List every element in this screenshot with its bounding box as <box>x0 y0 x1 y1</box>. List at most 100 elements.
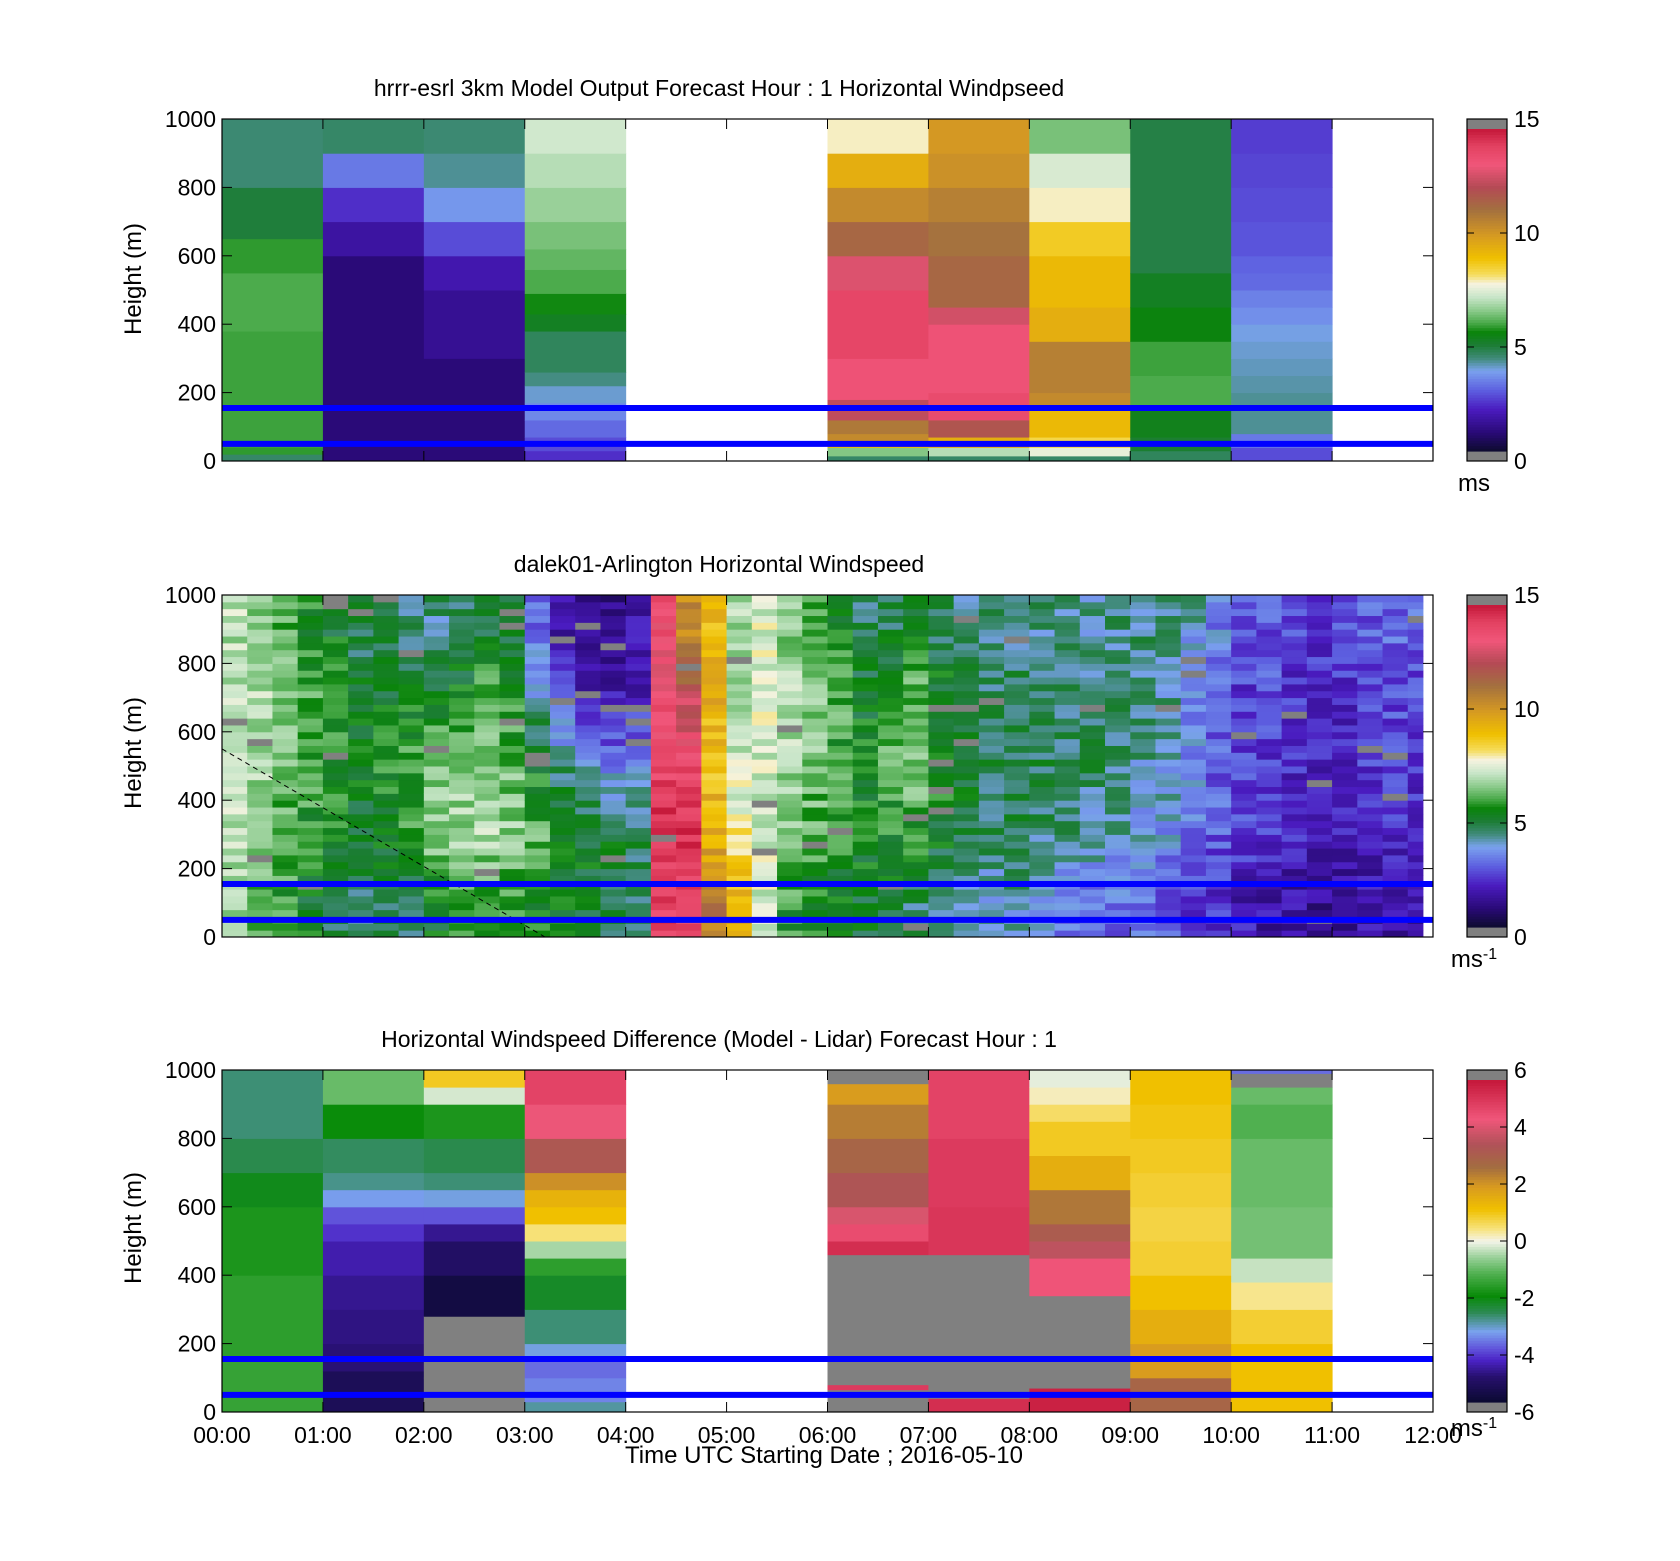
heatmap-cell <box>549 909 576 917</box>
heatmap-cell <box>1029 697 1056 705</box>
heatmap-cell <box>1004 615 1030 623</box>
heatmap-cell <box>802 697 828 705</box>
heatmap-cell <box>1281 895 1308 904</box>
heatmap-cell <box>1231 718 1257 726</box>
heatmap-cell <box>222 793 248 801</box>
heatmap-cell <box>1407 738 1424 746</box>
heatmap-cell <box>777 834 803 842</box>
heatmap-cell <box>575 779 601 788</box>
heatmap-cell <box>751 861 778 870</box>
heatmap-cell <box>474 930 501 937</box>
colorbar-swatch <box>1467 1254 1507 1258</box>
heatmap-cell <box>348 772 374 781</box>
heatmap-cell <box>1205 724 1232 733</box>
heatmap-cell <box>549 649 576 658</box>
heatmap-cell <box>600 800 627 808</box>
heatmap-cell <box>222 854 248 863</box>
heatmap-cell <box>1054 889 1081 897</box>
heatmap-cell <box>1281 889 1308 897</box>
heatmap-cell <box>877 807 904 815</box>
heatmap-cell <box>398 889 425 897</box>
heatmap-cell <box>978 718 1005 726</box>
x-tick-label: 12:00 <box>1404 1422 1462 1448</box>
heatmap-cell <box>625 731 652 740</box>
colorbar-swatch <box>1467 1318 1507 1323</box>
heatmap-cell <box>751 820 778 829</box>
heatmap-cell <box>423 1223 526 1242</box>
heatmap-cell <box>1281 930 1308 937</box>
heatmap-cell <box>650 895 677 904</box>
heatmap-cell <box>726 813 753 822</box>
heatmap-cell <box>903 724 929 733</box>
heatmap-cell <box>524 1275 627 1310</box>
colorbar-swatch <box>1467 910 1507 915</box>
heatmap-cell <box>1306 779 1333 788</box>
heatmap-cell <box>1155 800 1182 808</box>
heatmap-cell <box>423 615 450 623</box>
heatmap-cell <box>348 601 374 610</box>
heatmap-cell <box>1029 772 1056 781</box>
heatmap-cell <box>676 895 702 904</box>
heatmap-cell <box>423 595 450 603</box>
colorbar-tick-label: 0 <box>1514 448 1527 474</box>
heatmap-cell <box>751 677 778 685</box>
heatmap-cell <box>575 642 601 651</box>
colorbar-swatch <box>1467 362 1507 366</box>
heatmap-cell <box>1004 690 1030 699</box>
heatmap-cell <box>827 433 929 441</box>
heatmap-cell <box>953 622 980 630</box>
colorbar-swatch <box>1467 340 1507 345</box>
colorbar-swatch <box>1467 359 1507 364</box>
heatmap-cell <box>222 834 248 842</box>
colorbar-swatch <box>1467 408 1507 412</box>
heatmap-cell <box>701 841 728 849</box>
heatmap-cell <box>877 711 904 719</box>
heatmap-cell <box>1407 697 1424 705</box>
heatmap-cell <box>751 718 778 726</box>
colorbar-swatch <box>1467 1211 1507 1215</box>
colorbar-swatch <box>1467 1224 1507 1229</box>
heatmap-cell <box>625 629 652 637</box>
heatmap-cell <box>928 745 955 753</box>
heatmap-cell <box>777 608 803 617</box>
colorbar-swatch <box>1467 131 1507 135</box>
heatmap-cell <box>1180 636 1207 644</box>
heatmap-cell <box>549 731 576 740</box>
heatmap-cell <box>676 923 702 931</box>
heatmap-cell <box>777 868 803 876</box>
heatmap-cell <box>322 813 349 822</box>
heatmap-cell <box>777 656 803 664</box>
heatmap-cell <box>373 629 400 637</box>
heatmap-cell <box>1332 930 1358 937</box>
heatmap-cell <box>1332 642 1358 651</box>
heatmap-cell <box>348 895 374 904</box>
heatmap-cell <box>297 813 324 822</box>
heatmap-cell <box>222 608 248 617</box>
heatmap-cell <box>348 875 374 883</box>
heatmap-cell <box>1130 601 1156 610</box>
heatmap-cell <box>348 889 374 897</box>
heatmap-cell <box>978 642 1005 651</box>
heatmap-cell <box>1281 738 1308 746</box>
colorbar-swatch <box>1467 247 1507 251</box>
heatmap-cell <box>676 793 702 801</box>
heatmap-cell <box>827 601 854 610</box>
heatmap-cell <box>978 923 1005 931</box>
heatmap-cell <box>1004 642 1030 651</box>
heatmap-cell <box>852 923 879 931</box>
heatmap-cell <box>1205 622 1232 630</box>
heatmap-cell <box>247 779 273 788</box>
heatmap-cell <box>625 656 652 664</box>
heatmap-cell <box>1281 690 1308 699</box>
heatmap-cell <box>272 800 299 808</box>
heatmap-cell <box>549 718 576 726</box>
heatmap-cell <box>777 663 803 671</box>
heatmap-cell <box>575 718 601 726</box>
heatmap-cell <box>1105 649 1131 658</box>
heatmap-cell <box>348 656 374 664</box>
heatmap-cell <box>802 752 828 760</box>
heatmap-cell <box>524 779 551 788</box>
heatmap-cell <box>877 820 904 829</box>
heatmap-cell <box>549 595 576 603</box>
heatmap-cell <box>827 649 854 658</box>
